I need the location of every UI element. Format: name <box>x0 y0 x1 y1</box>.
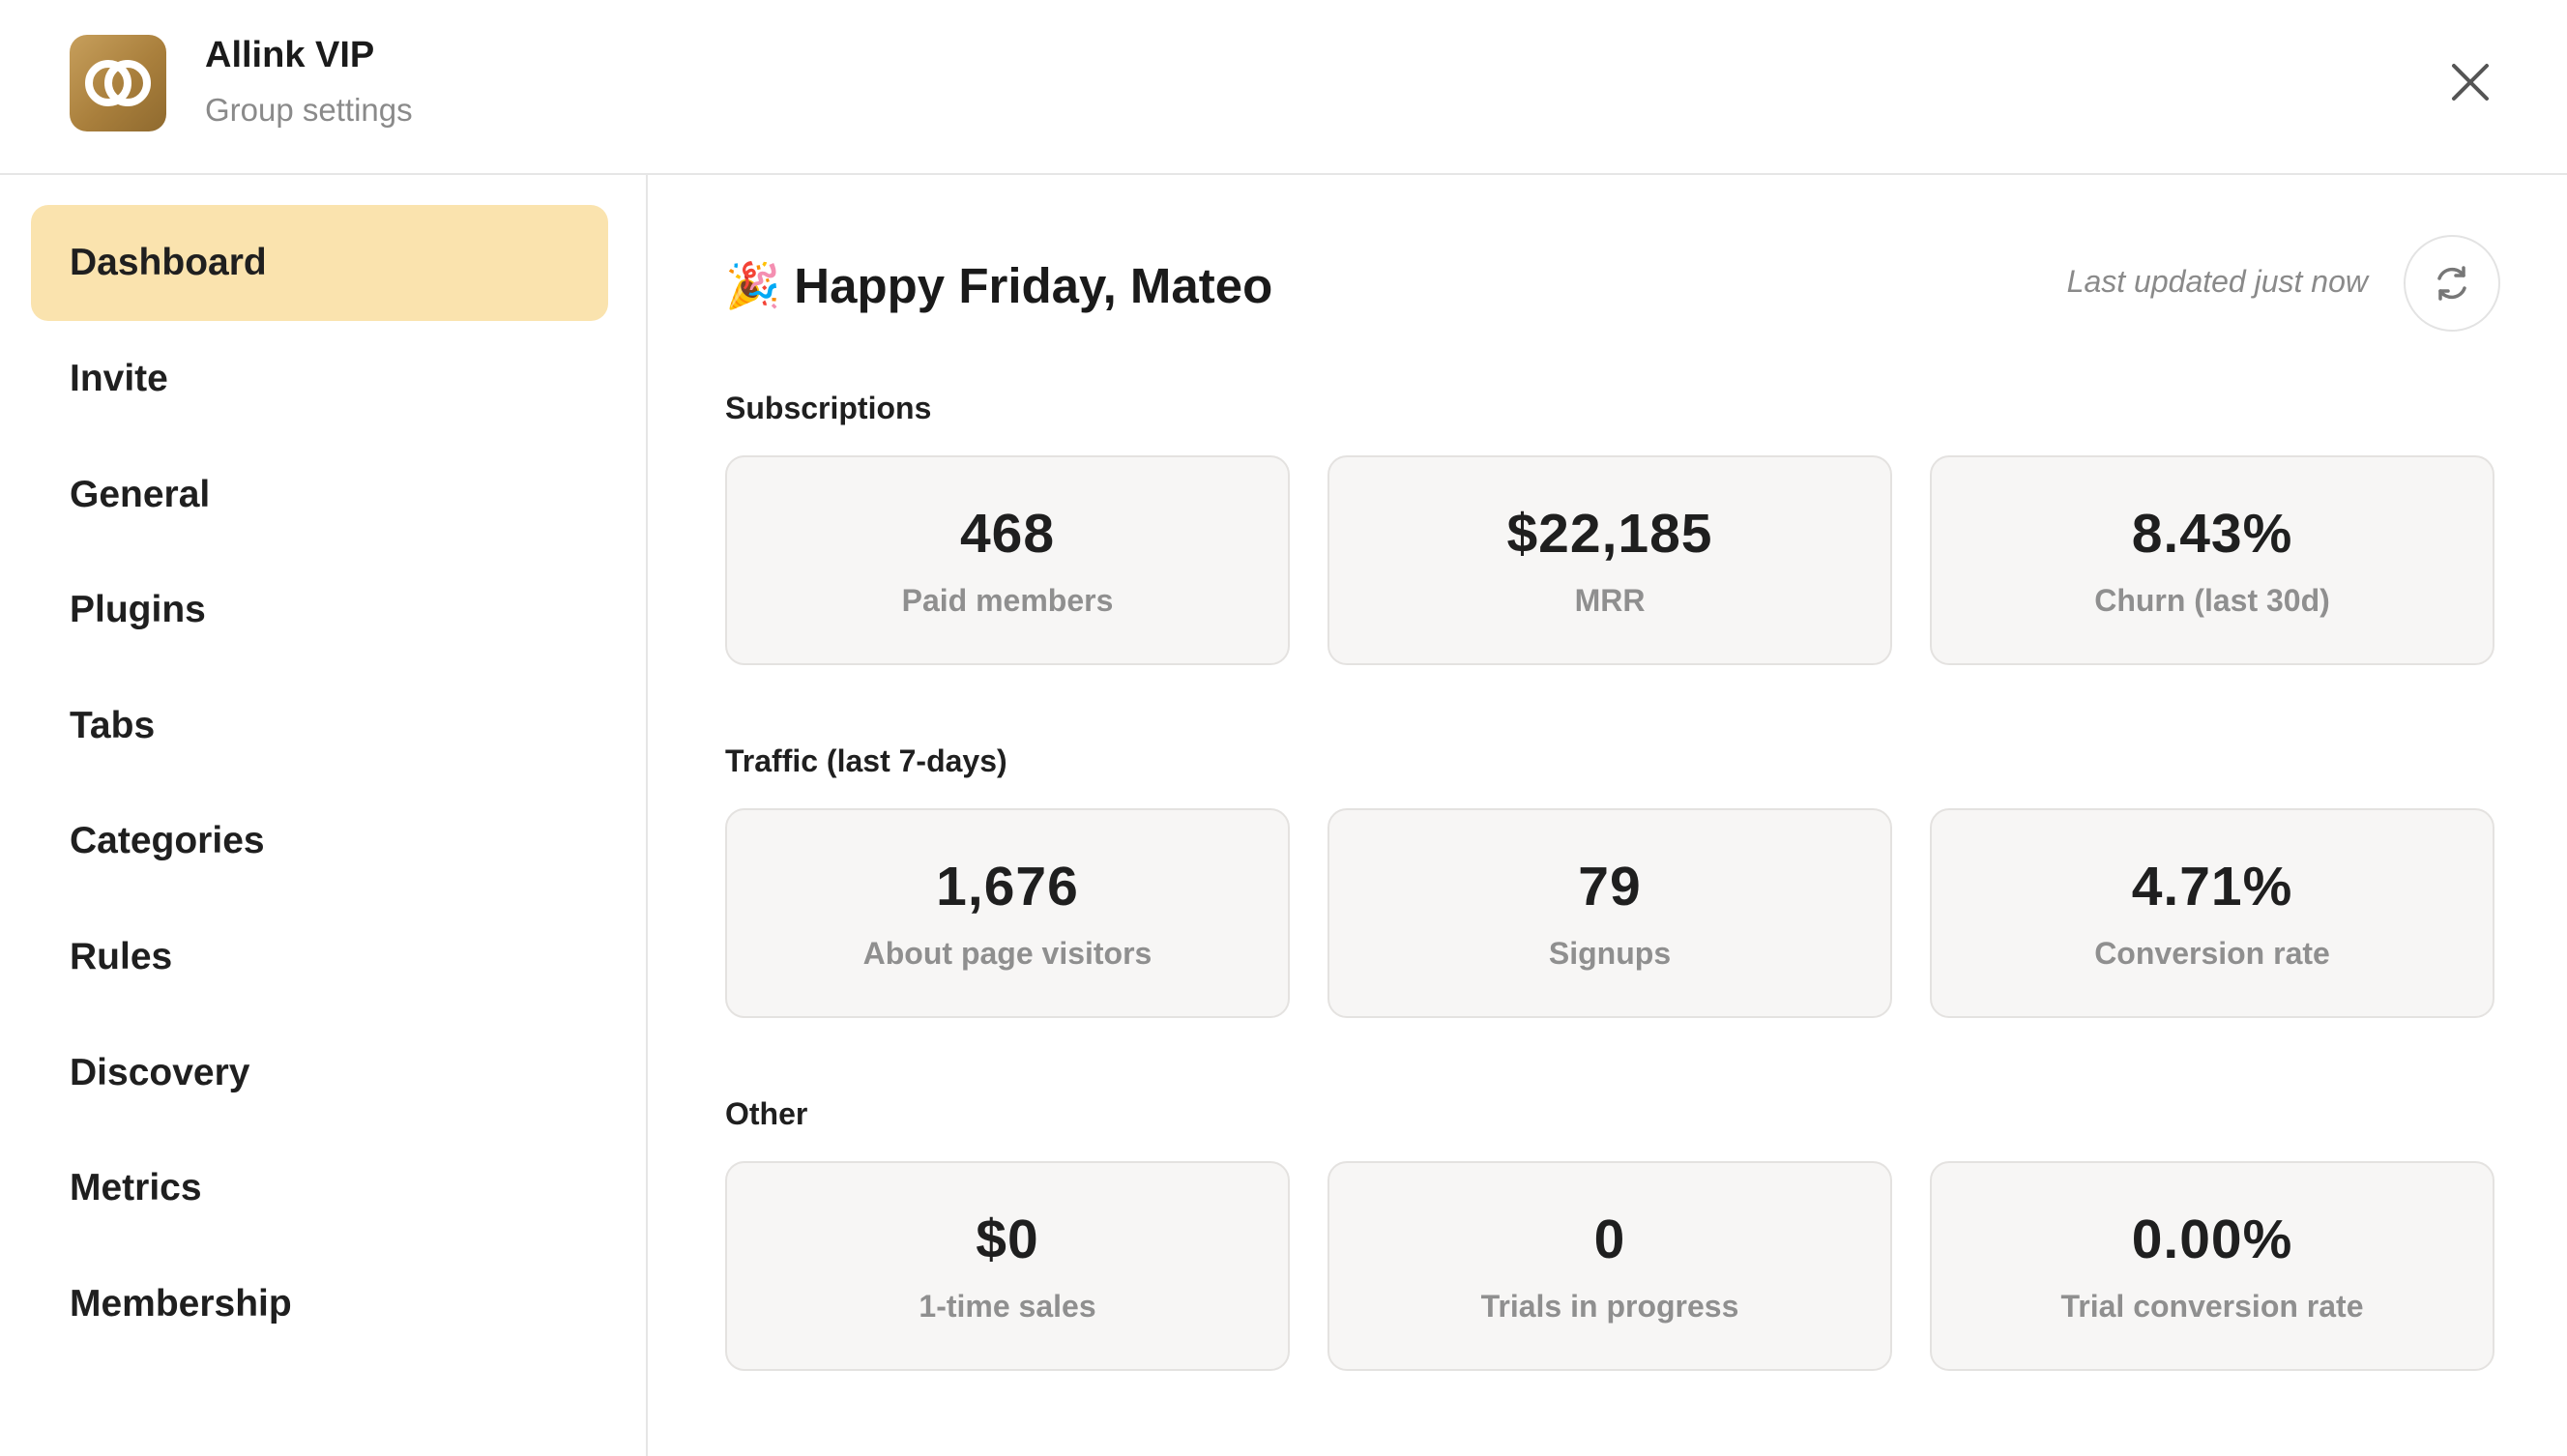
stat-card-about-page-visitors: 1,676 About page visitors <box>725 808 1290 1018</box>
stat-value: $0 <box>976 1208 1039 1270</box>
sidebar-item-general[interactable]: General <box>70 474 211 515</box>
stat-value: 0 <box>1593 1208 1626 1270</box>
stat-card-paid-members: 468 Paid members <box>725 455 1290 665</box>
stat-label: Paid members <box>901 583 1114 618</box>
stat-card-one-time-sales: $0 1-time sales <box>725 1161 1290 1371</box>
section-title-other: Other <box>725 1096 808 1131</box>
sidebar-item-tabs[interactable]: Tabs <box>70 705 156 746</box>
dashboard-panel: 🎉 Happy Friday, Mateo Last updated just … <box>650 175 2567 1456</box>
stat-card-signups: 79 Signups <box>1327 808 1892 1018</box>
stat-label: Churn (last 30d) <box>2094 583 2330 618</box>
allink-logo-icon <box>70 35 166 131</box>
stat-card-conversion-rate: 4.71% Conversion rate <box>1930 808 2494 1018</box>
stat-label: 1-time sales <box>919 1289 1096 1324</box>
party-popper-icon: 🎉 <box>725 259 781 310</box>
last-updated-text: Last updated just now <box>2066 264 2368 299</box>
stat-card-trials-in-progress: 0 Trials in progress <box>1327 1161 1892 1371</box>
stat-card-trial-conversion-rate: 0.00% Trial conversion rate <box>1930 1161 2494 1371</box>
sidebar-item-plugins[interactable]: Plugins <box>70 589 206 630</box>
close-icon <box>2452 64 2489 101</box>
stat-label: MRR <box>1574 583 1646 618</box>
header: Allink VIP Group settings <box>0 0 2567 175</box>
close-button[interactable] <box>2448 60 2493 104</box>
section-title-traffic: Traffic (last 7-days) <box>725 743 1007 778</box>
stat-value: 1,676 <box>936 856 1079 917</box>
stat-value: 79 <box>1578 856 1642 917</box>
sidebar-item-rules[interactable]: Rules <box>70 936 173 977</box>
greeting-heading: 🎉 Happy Friday, Mateo <box>725 250 1272 320</box>
stat-value: 468 <box>959 503 1056 565</box>
sidebar-item-membership[interactable]: Membership <box>70 1283 292 1325</box>
greeting-text: Happy Friday, Mateo <box>794 257 1273 313</box>
stat-value: 8.43% <box>2131 503 2293 565</box>
stat-value: $22,185 <box>1506 503 1713 565</box>
stat-card-churn: 8.43% Churn (last 30d) <box>1930 455 2494 665</box>
sidebar-item-discovery[interactable]: Discovery <box>70 1052 250 1093</box>
sidebar-item-categories[interactable]: Categories <box>70 820 265 861</box>
refresh-icon <box>2437 266 2466 301</box>
sidebar: Dashboard Invite General Plugins Tabs Ca… <box>0 175 648 1456</box>
stat-label: About page visitors <box>862 936 1152 971</box>
stat-label: Trial conversion rate <box>2060 1289 2364 1324</box>
stat-card-mrr: $22,185 MRR <box>1327 455 1892 665</box>
stat-label: Conversion rate <box>2094 936 2330 971</box>
section-title-subscriptions: Subscriptions <box>725 391 932 425</box>
sidebar-item-dashboard[interactable]: Dashboard <box>31 205 608 321</box>
group-name: Allink VIP <box>205 35 375 75</box>
stat-label: Trials in progress <box>1480 1289 1739 1324</box>
stat-value: 0.00% <box>2131 1208 2293 1270</box>
refresh-button[interactable] <box>2404 235 2500 332</box>
stat-value: 4.71% <box>2131 856 2293 917</box>
header-subtitle: Group settings <box>205 92 413 128</box>
sidebar-item-invite[interactable]: Invite <box>70 358 168 399</box>
sidebar-item-metrics[interactable]: Metrics <box>70 1167 202 1208</box>
stat-label: Signups <box>1548 936 1672 971</box>
